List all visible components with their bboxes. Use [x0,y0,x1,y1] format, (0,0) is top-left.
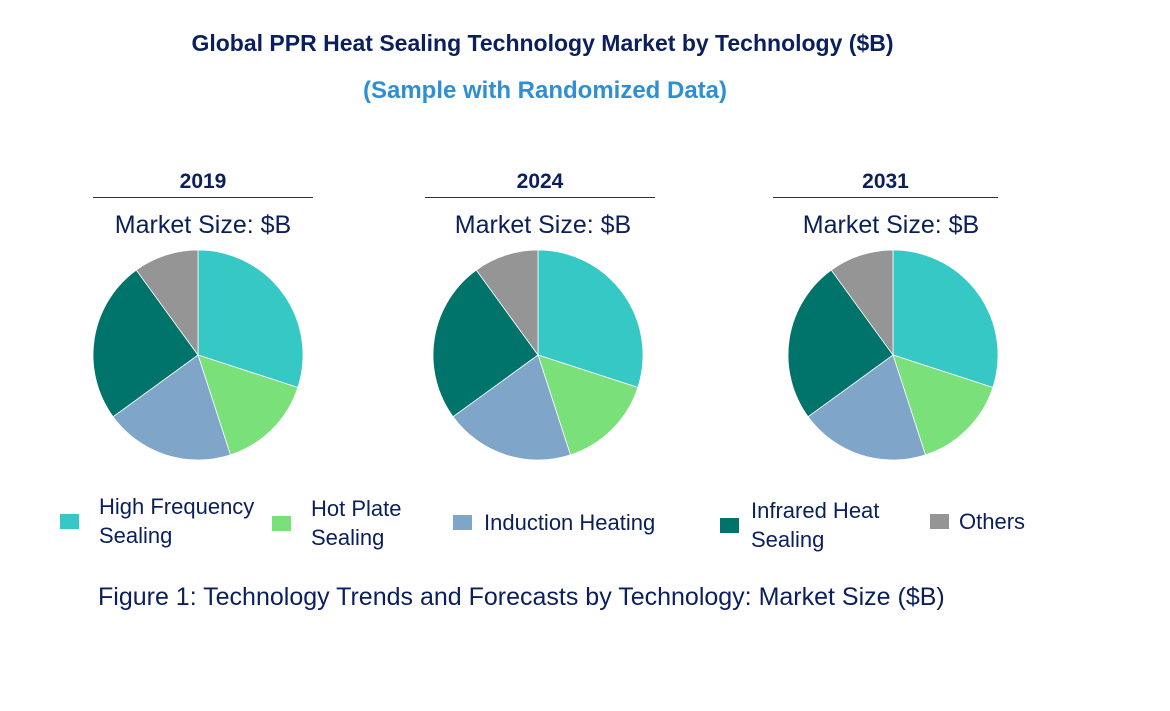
pie-slice-2024-infrared-heat-sealing [432,269,539,418]
chart-subtitle: (Sample with Randomized Data) [362,77,728,104]
pie-slice-2019-others [135,249,199,357]
pie-title-2019: 2019 [93,170,313,198]
pie-subtitle-2031: Market Size: $B [802,211,980,239]
pie-slice-2019-hot-plate-sealing [197,354,299,456]
pie-slice-2031-induction-heating [807,354,926,461]
legend-swatch [930,514,949,529]
legend-item-others: Others [930,507,1025,536]
pie-title-2024: 2024 [425,170,655,198]
legend-swatch [453,515,472,530]
chart-title: Global PPR Heat Sealing Technology Marke… [191,30,894,56]
legend-label: Others [959,509,1026,534]
pie-slice-2024-high-frequency-sealing [537,249,644,388]
pie-slice-2031-hot-plate-sealing [892,354,994,456]
pie-slice-2031-others [830,249,894,357]
legend-label: Hot Plate Sealing [311,496,402,550]
pie-slice-2024-others [475,249,539,357]
pie-slice-2031-high-frequency-sealing [892,249,999,388]
legend-swatch [272,515,291,531]
pie-subtitle-2019: Market Size: $B [114,211,292,239]
pie-subtitle-2024: Market Size: $B [454,211,632,239]
legend-item-infrared: Infrared Heat Sealing [720,496,890,554]
pie-slice-2019-high-frequency-sealing [197,249,304,388]
pie-slice-2024-hot-plate-sealing [537,354,639,456]
pie-title-2031: 2031 [773,170,998,198]
legend-item-induction: Induction Heating [453,508,655,537]
pie-slice-2024-induction-heating [452,354,571,461]
legend-label: High Frequency Sealing [99,494,255,548]
legend-item-hot-plate: Hot Plate Sealing [272,494,422,552]
legend-swatch [60,513,79,529]
legend-item-high-frequency: High Frequency Sealing [60,492,280,550]
legend-label: Infrared Heat Sealing [751,498,880,552]
legend-swatch [720,517,739,533]
pie-slice-2031-infrared-heat-sealing [787,269,894,418]
pie-slice-2019-induction-heating [112,354,231,461]
pie-slice-2019-infrared-heat-sealing [92,269,199,418]
legend-label: Induction Heating [484,510,656,535]
figure-caption: Figure 1: Technology Trends and Forecast… [98,583,945,611]
